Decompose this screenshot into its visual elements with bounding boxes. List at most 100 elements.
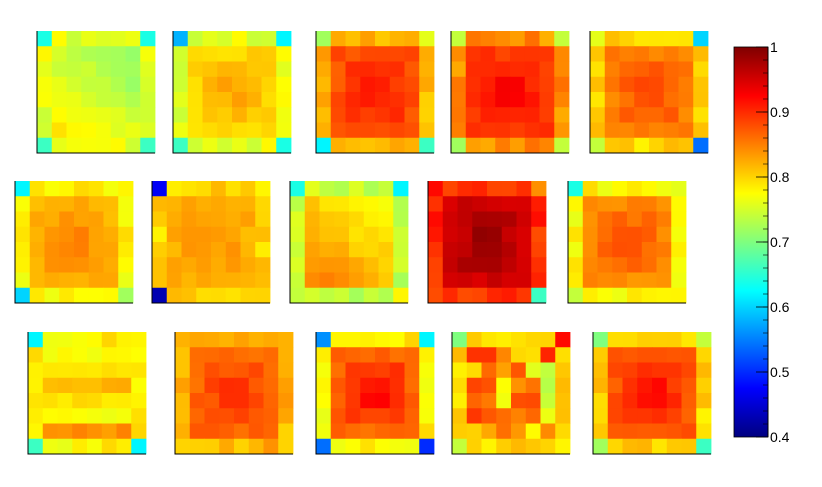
heatmap-cell [590, 31, 606, 47]
heatmap-cell [480, 137, 496, 154]
heatmap-cell [496, 423, 512, 440]
heatmap-cell [28, 408, 44, 424]
heatmap-cell [217, 76, 233, 93]
heatmap-cell [263, 393, 279, 409]
colorbar-axis: 0.4 0.5 0.6 0.7 0.8 0.9 1 [756, 39, 790, 445]
heatmap-cell [110, 107, 126, 123]
heatmap-cell [217, 107, 233, 123]
heatmap-cell [510, 137, 526, 154]
heatmap-cell [152, 226, 168, 243]
heatmap-cell [419, 31, 435, 47]
heatmap-cell [389, 61, 405, 78]
heatmap-cell [597, 181, 613, 197]
heatmap-cell [96, 122, 112, 139]
heatmap-cell [501, 257, 517, 273]
heatmap-cell [316, 107, 332, 123]
heatmap-cell [51, 46, 67, 62]
heatmap-cell [607, 393, 623, 409]
heatmap-cell [681, 423, 697, 440]
heatmap-cell [582, 211, 598, 228]
heatmap-cell [240, 287, 256, 304]
heatmap-cell [637, 377, 653, 394]
heatmap-cell [666, 438, 682, 455]
heatmap-cell [101, 393, 117, 409]
heatmap-cell [74, 242, 90, 258]
heatmap-cell [696, 332, 712, 348]
heatmap-cell [51, 31, 67, 47]
heatmap-cell [597, 257, 613, 273]
heatmap-cell [234, 347, 250, 363]
heatmap-cell [634, 46, 650, 62]
heatmap-cell [511, 408, 527, 424]
heatmap-cell [57, 438, 73, 455]
heatmap-cell [166, 196, 182, 212]
heatmap-cell [656, 287, 672, 304]
heatmap-cell [442, 257, 458, 273]
heatmap-cell [345, 377, 361, 394]
heatmap-cell [496, 377, 512, 394]
heatmap-cell [404, 122, 420, 139]
heatmap-cell [663, 46, 679, 62]
heatmap-cell [539, 46, 555, 62]
heatmap-cell [360, 107, 376, 123]
heatmap-cell [202, 137, 218, 154]
heatmap-cell [110, 76, 126, 93]
heatmap-cell [304, 272, 320, 289]
heatmap-cell [457, 272, 473, 289]
heatmap-cell [641, 211, 657, 228]
heatmap-cell [696, 423, 712, 440]
heatmap-cell [524, 31, 540, 47]
heatmap-cell [278, 377, 294, 394]
heatmap-cell [248, 347, 264, 363]
heatmap-cell [375, 423, 391, 440]
heatmap-cell [225, 257, 241, 273]
heatmap-cell [66, 76, 82, 93]
heatmap-cell [44, 211, 60, 228]
heatmap-cell [42, 362, 58, 379]
heatmap-cell [187, 92, 203, 108]
heatmap-cell [480, 92, 496, 108]
heatmap-cell [278, 393, 294, 409]
heatmap-cell [671, 287, 687, 304]
heatmap-cell [622, 362, 638, 379]
heatmap-cell [480, 76, 496, 93]
heatmap-cell [116, 423, 132, 440]
heatmap-cell [278, 423, 294, 440]
heatmap-cell [375, 122, 391, 139]
heatmap-cell [465, 137, 481, 154]
heatmap-cell [627, 211, 643, 228]
heatmap-cell [696, 347, 712, 363]
heatmap-cell [525, 377, 541, 394]
colorbar-tick-label: 0.7 [770, 234, 790, 250]
heatmap-cell [696, 438, 712, 455]
heatmap-cell [428, 226, 444, 243]
heatmap-cell [671, 211, 687, 228]
heatmap-cell [525, 438, 541, 455]
heatmap-cell [649, 122, 665, 139]
heatmap-cell [495, 107, 511, 123]
heatmap-cell [319, 272, 335, 289]
heatmap-cell [612, 181, 628, 197]
heatmap-cell [202, 31, 218, 47]
heatmap-cell [428, 257, 444, 273]
heatmap-cell [219, 423, 235, 440]
heatmap-cell [501, 196, 517, 212]
heatmap-cell [330, 332, 346, 348]
heatmap-cell [316, 137, 332, 154]
heatmap-cell [487, 272, 503, 289]
heatmap-cell [612, 287, 628, 304]
heatmap-cell [57, 362, 73, 379]
heatmap-cell [101, 438, 117, 455]
heatmap-cell [466, 332, 482, 348]
heatmap-cell [451, 137, 467, 154]
heatmap-cell [211, 287, 227, 304]
heatmap-cell [375, 347, 391, 363]
heatmap-cell [248, 423, 264, 440]
heatmap-cell [87, 377, 103, 394]
heatmap-cell [696, 377, 712, 394]
heatmap-panel-4 [450, 31, 570, 154]
heatmap-cell [72, 362, 88, 379]
panel-axis-frame [36, 31, 155, 154]
heatmap-cell [472, 196, 488, 212]
